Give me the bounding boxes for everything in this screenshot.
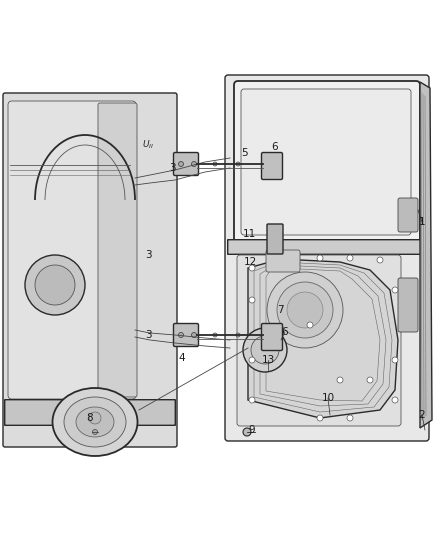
Circle shape	[92, 430, 98, 434]
Circle shape	[249, 397, 255, 403]
Text: 6: 6	[282, 327, 288, 337]
Circle shape	[347, 415, 353, 421]
FancyBboxPatch shape	[267, 224, 283, 254]
Text: 2: 2	[419, 410, 425, 420]
Text: $U_{II}$: $U_{II}$	[142, 139, 154, 151]
Circle shape	[191, 333, 197, 337]
Circle shape	[249, 265, 255, 271]
Circle shape	[236, 162, 240, 166]
Circle shape	[347, 255, 353, 261]
Circle shape	[287, 292, 323, 328]
Text: 7: 7	[277, 305, 283, 315]
FancyBboxPatch shape	[398, 198, 418, 232]
Circle shape	[377, 257, 383, 263]
FancyBboxPatch shape	[237, 255, 401, 426]
Circle shape	[251, 336, 279, 364]
Circle shape	[179, 161, 184, 166]
Circle shape	[392, 287, 398, 293]
FancyBboxPatch shape	[266, 250, 300, 272]
Circle shape	[249, 297, 255, 303]
Ellipse shape	[76, 407, 114, 437]
FancyBboxPatch shape	[173, 324, 198, 346]
Text: 4: 4	[179, 353, 185, 363]
Circle shape	[213, 162, 217, 166]
Circle shape	[317, 255, 323, 261]
Text: 12: 12	[244, 257, 257, 267]
FancyBboxPatch shape	[3, 93, 177, 447]
Text: 10: 10	[321, 393, 335, 403]
FancyBboxPatch shape	[241, 89, 411, 235]
Text: 3: 3	[145, 330, 151, 340]
FancyBboxPatch shape	[261, 152, 283, 180]
Text: 5: 5	[241, 148, 247, 158]
Polygon shape	[420, 82, 432, 428]
Text: 3: 3	[169, 163, 175, 173]
Circle shape	[35, 265, 75, 305]
Circle shape	[392, 397, 398, 403]
Circle shape	[179, 333, 184, 337]
Text: 6: 6	[272, 142, 278, 152]
Text: 3: 3	[145, 250, 151, 260]
Text: 11: 11	[242, 229, 256, 239]
FancyBboxPatch shape	[173, 152, 198, 175]
Circle shape	[267, 272, 343, 348]
Circle shape	[249, 357, 255, 363]
Circle shape	[277, 282, 333, 338]
Circle shape	[307, 322, 313, 328]
Text: 13: 13	[261, 355, 275, 365]
FancyBboxPatch shape	[398, 278, 418, 332]
Ellipse shape	[64, 397, 126, 447]
Polygon shape	[248, 260, 398, 418]
Circle shape	[367, 377, 373, 383]
FancyBboxPatch shape	[261, 324, 283, 351]
FancyBboxPatch shape	[98, 103, 137, 397]
FancyBboxPatch shape	[225, 75, 429, 441]
Circle shape	[89, 412, 101, 424]
FancyBboxPatch shape	[234, 81, 420, 244]
Text: 1: 1	[419, 217, 425, 227]
Circle shape	[236, 333, 240, 337]
FancyBboxPatch shape	[8, 101, 136, 399]
Circle shape	[317, 415, 323, 421]
Circle shape	[25, 255, 85, 315]
Circle shape	[243, 328, 287, 372]
Ellipse shape	[53, 388, 138, 456]
Circle shape	[191, 161, 197, 166]
Circle shape	[243, 428, 251, 436]
Text: 8: 8	[87, 413, 93, 423]
FancyBboxPatch shape	[228, 240, 426, 254]
Text: 9: 9	[249, 425, 255, 435]
Circle shape	[213, 333, 217, 337]
Circle shape	[392, 357, 398, 363]
Circle shape	[337, 377, 343, 383]
FancyBboxPatch shape	[5, 400, 175, 425]
